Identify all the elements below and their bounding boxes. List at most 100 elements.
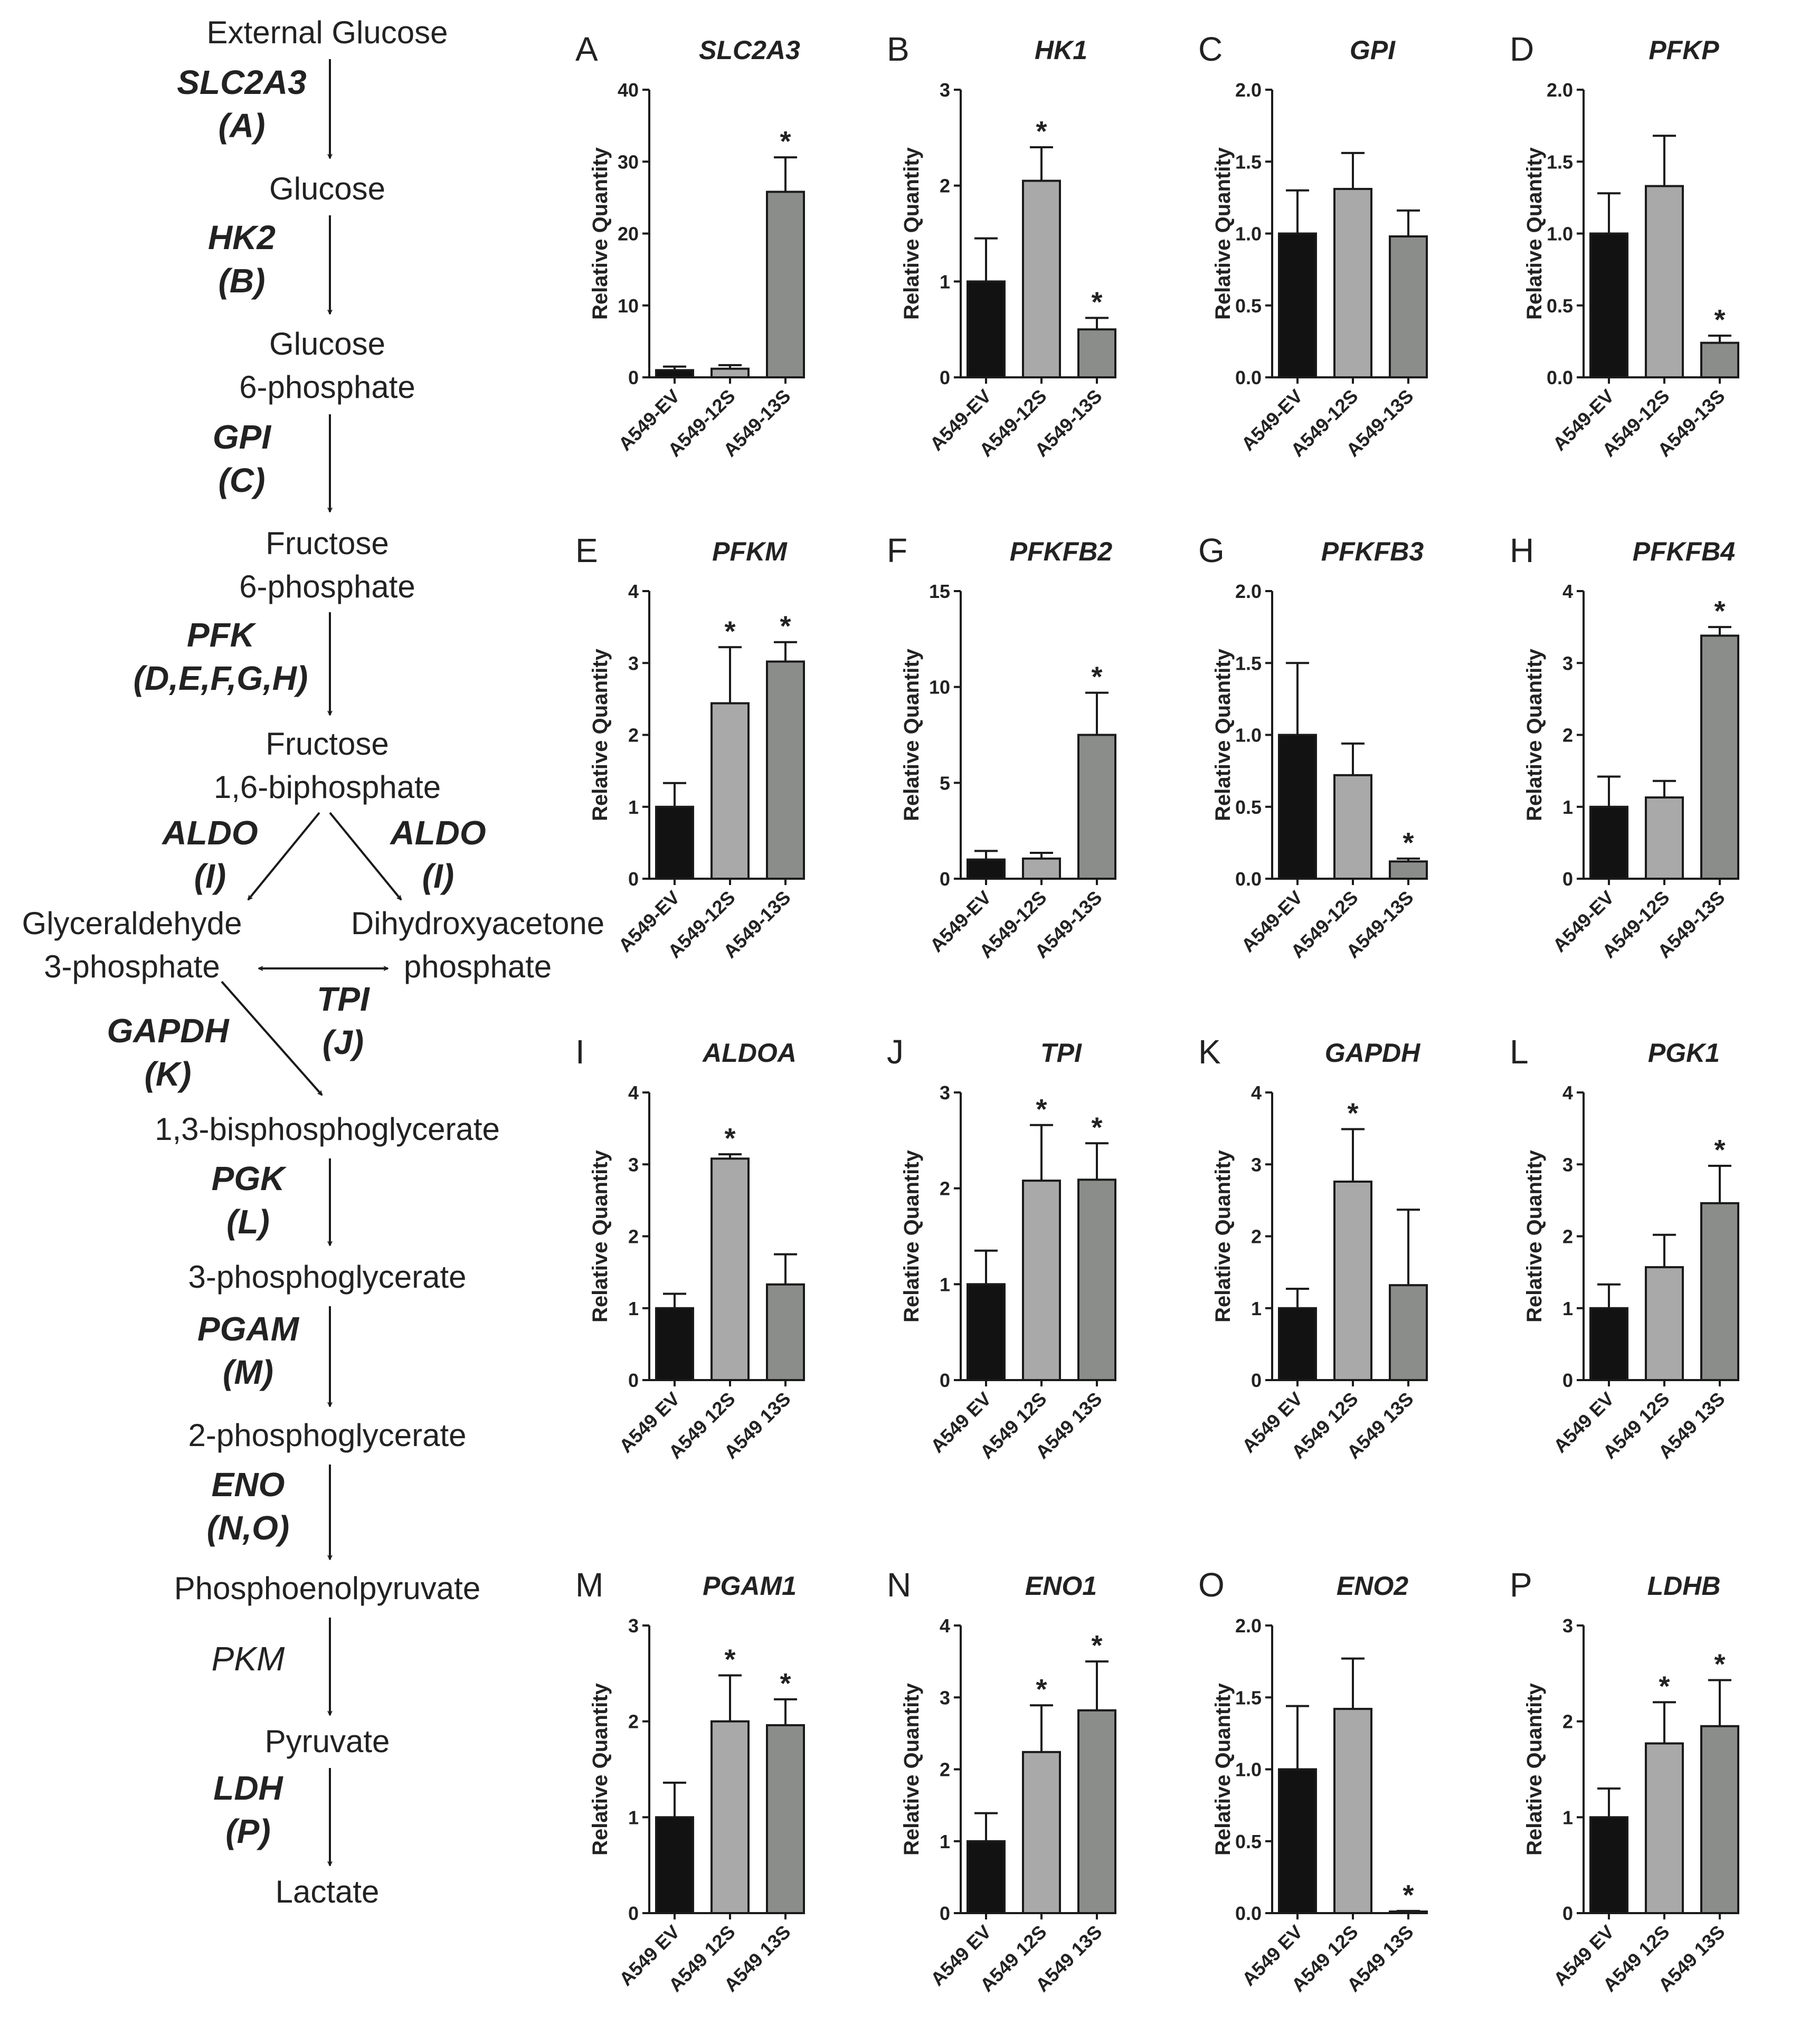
y-tick-label: 2.0 bbox=[1547, 79, 1573, 101]
y-tick-label: 2.0 bbox=[1235, 581, 1262, 602]
panel-m: M PGAM1 Relative Quantity 0 1 2 3 A549 EV * A549 … bbox=[575, 1552, 860, 2032]
bar-2 bbox=[1022, 179, 1061, 378]
bar-2 bbox=[710, 1157, 750, 1381]
metabolite-g3p: Glyceraldehyde bbox=[22, 906, 242, 941]
bar-3 bbox=[766, 1283, 805, 1381]
significance-marker: * bbox=[1036, 116, 1047, 147]
bar-1 bbox=[1278, 734, 1317, 880]
y-axis-label: Relative Quantity bbox=[589, 147, 612, 320]
bar-2 bbox=[1645, 1266, 1684, 1381]
y-axis-label: Relative Quantity bbox=[900, 1682, 923, 1856]
chart-title: PGK1 bbox=[1648, 1038, 1720, 1068]
y-tick-label: 2 bbox=[1562, 725, 1573, 746]
panel-k: K GAPDH Relative Quantity 0 1 2 3 4 A549 EV * A549… bbox=[1198, 1019, 1483, 1499]
y-tick-label: 2.0 bbox=[1235, 1615, 1262, 1637]
panel-letter: B bbox=[887, 30, 910, 68]
chart-title: GPI bbox=[1350, 35, 1396, 65]
bar-2 bbox=[1333, 1708, 1372, 1914]
metabolite-bpg13: 1,3-bisphosphoglycerate bbox=[155, 1111, 500, 1147]
y-tick-label: 0 bbox=[628, 868, 639, 890]
y-tick-label: 0 bbox=[940, 367, 950, 388]
significance-marker: * bbox=[1347, 1097, 1358, 1129]
enzyme-eno: ENO bbox=[212, 1466, 285, 1504]
significance-marker: * bbox=[1091, 1111, 1102, 1143]
y-tick-label: 3 bbox=[628, 652, 639, 674]
bar-1 bbox=[967, 280, 1006, 379]
bar-1 bbox=[1278, 1307, 1317, 1381]
y-tick-label: 3 bbox=[940, 79, 950, 101]
y-tick-label: 3 bbox=[1562, 1154, 1573, 1175]
bar-3 bbox=[1700, 634, 1739, 880]
significance-marker: * bbox=[1036, 1674, 1047, 1705]
chart-title: ALDOA bbox=[702, 1038, 797, 1068]
y-tick-label: 1.5 bbox=[1547, 151, 1573, 173]
panel-j: J TPI Relative Quantity 0 1 2 3 A549 EV * A549 12… bbox=[887, 1019, 1172, 1499]
bar-2 bbox=[710, 702, 750, 880]
significance-marker: * bbox=[1714, 1649, 1725, 1680]
bar-2 bbox=[1022, 1751, 1061, 1914]
panel-letter: J bbox=[887, 1033, 904, 1071]
panel-letter: O bbox=[1198, 1566, 1225, 1604]
bar-2 bbox=[1333, 188, 1372, 378]
metabolite-f16bp: 1,6-biphosphate bbox=[214, 769, 441, 805]
metabolite-f6p: 6-phosphate bbox=[239, 569, 415, 604]
chart-title: PFKFB3 bbox=[1321, 537, 1424, 566]
enzyme-aldo_left: ALDO bbox=[161, 814, 258, 852]
panel-letter: A bbox=[575, 30, 598, 68]
significance-marker: * bbox=[1036, 1094, 1047, 1125]
enzyme-gpi: GPI bbox=[213, 418, 271, 456]
y-tick-label: 10 bbox=[618, 295, 639, 317]
y-tick-label: 20 bbox=[618, 223, 639, 245]
enzyme-aldo_left-panels: (I) bbox=[194, 857, 226, 895]
y-axis-label: Relative Quantity bbox=[1211, 1682, 1235, 1856]
arrow-gapdh bbox=[221, 981, 323, 1095]
y-tick-label: 1 bbox=[940, 1273, 950, 1295]
bar-3 bbox=[1389, 1284, 1428, 1381]
y-tick-label: 0.0 bbox=[1235, 1903, 1262, 1924]
chart-title: SLC2A3 bbox=[699, 35, 800, 65]
panel-g: G PFKFB3 Relative Quantity 0.0 0.5 1.0 1.5 2.0 A… bbox=[1198, 517, 1483, 997]
y-tick-label: 1.5 bbox=[1235, 151, 1262, 173]
significance-marker: * bbox=[1091, 286, 1102, 318]
chart-title: PGAM1 bbox=[703, 1571, 797, 1601]
panel-f: F PFKFB2 Relative Quantity 0 5 10 15 A549-EV A54… bbox=[887, 517, 1172, 997]
chart-title: ENO2 bbox=[1337, 1571, 1408, 1601]
bar-1 bbox=[1589, 805, 1628, 880]
enzyme-slc2a3-panels: (A) bbox=[219, 107, 266, 145]
panel-e: E PFKM Relative Quantity 0 1 2 3 4 A549-EV * A549-… bbox=[575, 517, 860, 997]
y-tick-label: 1 bbox=[1562, 1298, 1573, 1319]
bar-3 bbox=[1700, 1725, 1739, 1914]
significance-marker: * bbox=[780, 1668, 791, 1699]
bar-1 bbox=[655, 1307, 694, 1381]
y-tick-label: 4 bbox=[1251, 1082, 1262, 1104]
panel-letter: I bbox=[575, 1033, 585, 1071]
metabolite-dhap: phosphate bbox=[404, 949, 552, 984]
y-tick-label: 1 bbox=[1562, 1807, 1573, 1828]
significance-marker: * bbox=[780, 126, 791, 157]
y-axis-label: Relative Quantity bbox=[1211, 1149, 1235, 1323]
y-tick-label: 0.5 bbox=[1235, 1831, 1262, 1852]
bar-1 bbox=[1278, 1768, 1317, 1914]
bar-2 bbox=[710, 1720, 750, 1914]
significance-marker: * bbox=[1714, 1134, 1725, 1166]
y-tick-label: 2 bbox=[1562, 1226, 1573, 1248]
y-tick-label: 3 bbox=[628, 1154, 639, 1175]
chart-title: PFKFB4 bbox=[1633, 537, 1735, 566]
y-tick-label: 1.0 bbox=[1235, 223, 1262, 245]
bar-2 bbox=[1022, 857, 1061, 880]
panel-c: C GPI Relative Quantity 0.0 0.5 1.0 1.5 2.0 A549… bbox=[1198, 16, 1483, 496]
y-tick-label: 1 bbox=[628, 1807, 639, 1828]
enzyme-pkm: PKM bbox=[212, 1640, 285, 1678]
enzyme-slc2a3: SLC2A3 bbox=[177, 63, 306, 101]
panel-letter: D bbox=[1510, 30, 1534, 68]
bar-2 bbox=[1645, 185, 1684, 378]
y-axis-label: Relative Quantity bbox=[1523, 147, 1546, 320]
panel-letter: N bbox=[887, 1566, 911, 1604]
bar-1 bbox=[967, 1283, 1006, 1382]
metabolite-g6p: 6-phosphate bbox=[239, 369, 415, 405]
enzyme-pgam-panels: (M) bbox=[223, 1353, 273, 1391]
y-tick-label: 1 bbox=[1562, 796, 1573, 818]
y-tick-label: 15 bbox=[929, 581, 950, 602]
